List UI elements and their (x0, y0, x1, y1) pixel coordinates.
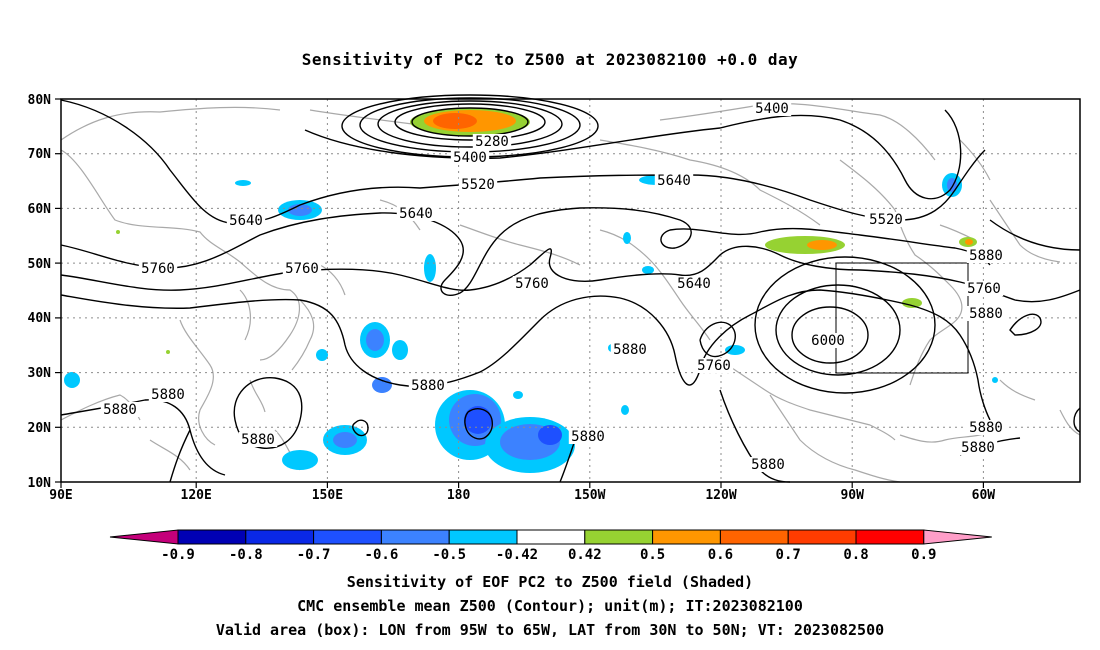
colorbar-tick-label: -0.6 (365, 547, 399, 563)
footer-line-2: CMC ensemble mean Z500 (Contour); unit(m… (297, 597, 803, 615)
lat-tick-label: 30N (28, 366, 52, 381)
lon-tick-label: 120E (181, 488, 212, 503)
colorbar-swatch (516, 529, 586, 545)
contour-label: 5760 (967, 281, 1001, 297)
contour-label: 5880 (969, 306, 1003, 322)
lat-tick-label: 70N (28, 147, 52, 162)
colorbar-tick-label: -0.42 (496, 547, 538, 563)
footer-line-1: Sensitivity of EOF PC2 to Z500 field (Sh… (346, 573, 754, 591)
colorbar-tick-label: -0.7 (297, 547, 331, 563)
colorbar-swatch (177, 529, 247, 545)
colorbar-swatch (584, 529, 654, 545)
contour-label: 5760 (697, 358, 731, 374)
lat-axis-labels: 80N 70N 60N 50N 40N 30N 20N 10N (28, 93, 52, 491)
contour-label: 5880 (969, 248, 1003, 264)
colorbar-extend-low (109, 529, 179, 545)
contour-label: 5640 (229, 213, 263, 229)
colorbar: -0.9 -0.8 -0.7 -0.6 -0.5 -0.42 0.42 0.5 0.6 0.7 0.… (109, 529, 992, 563)
lon-tick-label: 90E (49, 488, 72, 503)
colorbar-swatch (787, 529, 857, 545)
contour-label: 5400 (453, 150, 487, 166)
contour-label: 5760 (141, 261, 175, 277)
lat-lon-grid (61, 99, 1080, 482)
contour-label: 5880 (151, 387, 185, 403)
contour-label: 5520 (461, 177, 495, 193)
contour-labels: 5400528054005520564055205640564057605760… (100, 101, 1006, 473)
lon-tick-label: 150E (312, 488, 343, 503)
contour-label: 5760 (515, 276, 549, 292)
contour-label: 5880 (241, 432, 275, 448)
contour-label: 5760 (285, 261, 319, 277)
lat-tick-label: 60N (28, 202, 52, 217)
colorbar-swatch (652, 529, 721, 545)
colorbar-extend-high (923, 529, 992, 545)
colorbar-swatch (719, 529, 789, 545)
lon-tick-label: 120W (705, 488, 736, 503)
lat-tick-label: 50N (28, 257, 52, 272)
chart-title: Sensitivity of PC2 to Z500 at 2023082100… (301, 50, 799, 69)
contour-label: 5880 (103, 402, 137, 418)
colorbar-swatch (855, 529, 925, 545)
contour-label: 5880 (613, 342, 647, 358)
colorbar-swatch (380, 529, 450, 545)
sensitivity-shading (64, 108, 998, 473)
lon-tick-label: 180 (447, 488, 471, 503)
colorbar-swatch (448, 529, 518, 545)
contour-label: 5880 (411, 378, 445, 394)
map-panel: 5400528054005520564055205640564057605760… (28, 93, 1081, 503)
contour-label: 5280 (475, 134, 509, 150)
colorbar-swatch (313, 529, 382, 545)
lat-tick-label: 40N (28, 311, 52, 326)
contour-label: 5880 (961, 440, 995, 456)
colorbar-tick-label: 0.5 (640, 547, 665, 563)
lon-tick-label: 60W (972, 488, 996, 503)
colorbar-swatch (245, 529, 315, 545)
colorbar-tick-label: -0.5 (432, 547, 466, 563)
lon-tick-label: 90W (840, 488, 864, 503)
contour-label: 5400 (755, 101, 789, 117)
colorbar-tick-label: 0.42 (568, 547, 602, 563)
contour-label: 5640 (657, 173, 691, 189)
colorbar-tick-label: 0.7 (776, 547, 801, 563)
lat-tick-label: 80N (28, 93, 52, 108)
contour-label: 5640 (677, 276, 711, 292)
contour-label: 5880 (969, 420, 1003, 436)
contour-label: 5880 (751, 457, 785, 473)
lon-tick-label: 150W (574, 488, 605, 503)
contour-label: 5640 (399, 206, 433, 222)
contour-label: 6000 (811, 333, 845, 349)
colorbar-tick-label: 0.9 (911, 547, 936, 563)
colorbar-tick-label: -0.9 (161, 547, 195, 563)
footer-line-3: Valid area (box): LON from 95W to 65W, L… (215, 621, 885, 639)
colorbar-tick-label: 0.8 (843, 547, 868, 563)
lon-axis-labels: 90E 120E 150E 180 150W 120W 90W 60W (49, 488, 995, 503)
lat-tick-label: 10N (28, 476, 52, 491)
colorbar-tick-label: 0.6 (708, 547, 733, 563)
contour-label: 5880 (571, 429, 605, 445)
contour-label: 5520 (869, 212, 903, 228)
colorbar-tick-label: -0.8 (229, 547, 263, 563)
lat-tick-label: 20N (28, 421, 52, 436)
